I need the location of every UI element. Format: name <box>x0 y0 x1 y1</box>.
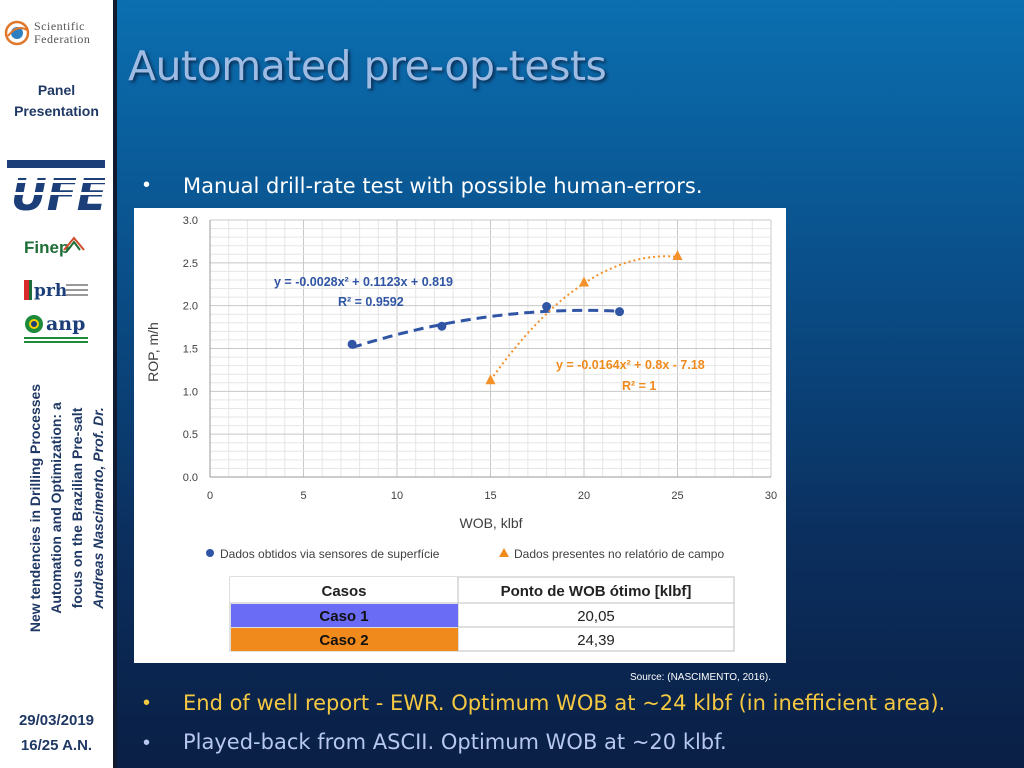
subtitle-line-2: Automation and Optimization: a <box>48 402 64 614</box>
series-2-point <box>672 249 683 260</box>
x-tick-label: 0 <box>207 490 213 502</box>
x-tick-label: 25 <box>671 490 683 502</box>
table-caso-1-value: 20,05 <box>577 608 615 625</box>
table-header-cell-1 <box>230 577 458 603</box>
x-tick-label: 15 <box>484 490 496 502</box>
presentation-subtitle: New tendencies in Drilling Processes Aut… <box>25 348 106 668</box>
bullet-text-2: End of well report - EWR. Optimum WOB at… <box>183 691 946 715</box>
legend-label-2: Dados presentes no relatório de campo <box>514 547 724 561</box>
date: 29/03/2019 <box>18 712 95 729</box>
trendline-r2-1: R² = 0.9592 <box>338 295 404 309</box>
page-number: 16/25 A.N. <box>20 737 93 754</box>
legend-label-1: Dados obtidos via sensores de superfície <box>220 547 440 561</box>
trendline-equation-1: y = -0.0028x² + 0.1123x + 0.819 <box>274 275 453 289</box>
data-points <box>347 249 683 385</box>
source-note: Source: (NASCIMENTO, 2016). <box>630 672 771 683</box>
bullet-text-3: Played-back from ASCII. Optimum WOB at ~… <box>183 730 727 754</box>
bullet-dot-2: • <box>143 692 151 714</box>
legend-marker-2 <box>499 548 509 557</box>
x-tick-label: 20 <box>578 490 590 502</box>
x-axis-label: WOB, klbf <box>459 515 522 531</box>
rop-vs-wob-chart: 0 5 10 15 20 25 30 0.0 0.5 1.0 1.5 2.0 2.5 3.0 WOB, k… <box>145 215 777 652</box>
bullet-dot-3: • <box>143 732 151 754</box>
y-axis-label: ROP, m/h <box>145 322 161 382</box>
slide-title: Automated pre-op-tests <box>128 42 607 90</box>
table-caso-1-label: Caso 1 <box>319 608 368 625</box>
ufes-logo: UFES <box>7 160 105 215</box>
caso-2-cell <box>231 628 458 651</box>
series-1-point <box>437 321 447 331</box>
series-1-point <box>542 302 552 312</box>
scientific-federation-logo: Scientific Federation <box>4 18 110 50</box>
y-tick-label: 0.0 <box>183 472 198 484</box>
table-header-wob: Ponto de WOB ótimo [klbf] <box>501 583 692 600</box>
prh-logo: prh <box>24 280 88 301</box>
logo-text-2: Federation <box>34 32 91 46</box>
y-tick-label: 0.5 <box>183 429 198 441</box>
chart-axes: 0 5 10 15 20 25 30 0.0 0.5 1.0 1.5 2.0 2.5 3.0 <box>183 215 777 502</box>
chart-grid <box>209 219 772 478</box>
chart-panel: 0 5 10 15 20 25 30 0.0 0.5 1.0 1.5 2.0 2.5 3.0 WOB, k… <box>134 208 786 663</box>
series-2-point <box>485 374 496 385</box>
finep-mark-icon <box>63 236 85 251</box>
logo-text-1: Scientific <box>34 19 85 33</box>
wob-table: Casos Ponto de WOB ótimo [klbf] Caso 1 2… <box>229 576 735 652</box>
anp-text: anp <box>46 313 85 335</box>
y-tick-label: 3.0 <box>183 215 198 227</box>
series-2-point <box>579 276 589 287</box>
y-tick-label: 2.5 <box>183 258 198 270</box>
bullet-dot-1: • <box>143 174 151 196</box>
subtitle-line-1: New tendencies in Drilling Processes <box>27 383 43 633</box>
panel-label-1: Panel <box>37 82 76 98</box>
date-page-label: 29/03/2019 16/25 A.N. <box>0 708 113 758</box>
table-caso-2-value: 24,39 <box>577 632 615 649</box>
finep-logo: Finep <box>24 238 70 257</box>
x-tick-label: 10 <box>391 490 403 502</box>
table-header-casos: Casos <box>321 583 366 600</box>
series-1-point <box>347 339 357 349</box>
bullet-text-1: Manual drill-rate test with possible hum… <box>183 174 703 198</box>
legend-marker-1 <box>206 549 214 557</box>
anp-logo: anp <box>24 313 88 343</box>
globe-icon <box>4 20 30 46</box>
y-tick-label: 2.0 <box>183 301 198 313</box>
subtitle-line-3: focus on the Brazilian Pre-salt <box>69 407 85 609</box>
caso-1-cell <box>231 604 458 627</box>
y-tick-label: 1.0 <box>183 386 198 398</box>
trendline-equation-2: y = -0.0164x² + 0.8x - 7.18 <box>556 358 705 372</box>
series-1-point <box>615 307 625 317</box>
panel-label: Panel Presentation <box>0 80 113 122</box>
sidebar: Scientific Federation Panel Presentation … <box>0 0 113 768</box>
x-tick-label: 30 <box>765 490 777 502</box>
x-tick-label: 5 <box>300 490 306 502</box>
table-caso-2-label: Caso 2 <box>319 632 368 649</box>
trendline-r2-2: R² = 1 <box>622 379 656 393</box>
author-line: Andreas Nascimento, Prof. Dr. <box>90 407 106 609</box>
panel-label-2: Presentation <box>14 103 99 119</box>
sidebar-divider <box>113 0 117 768</box>
trendline-1 <box>351 308 619 350</box>
prh-text: prh <box>34 281 67 301</box>
y-tick-label: 1.5 <box>183 344 198 356</box>
